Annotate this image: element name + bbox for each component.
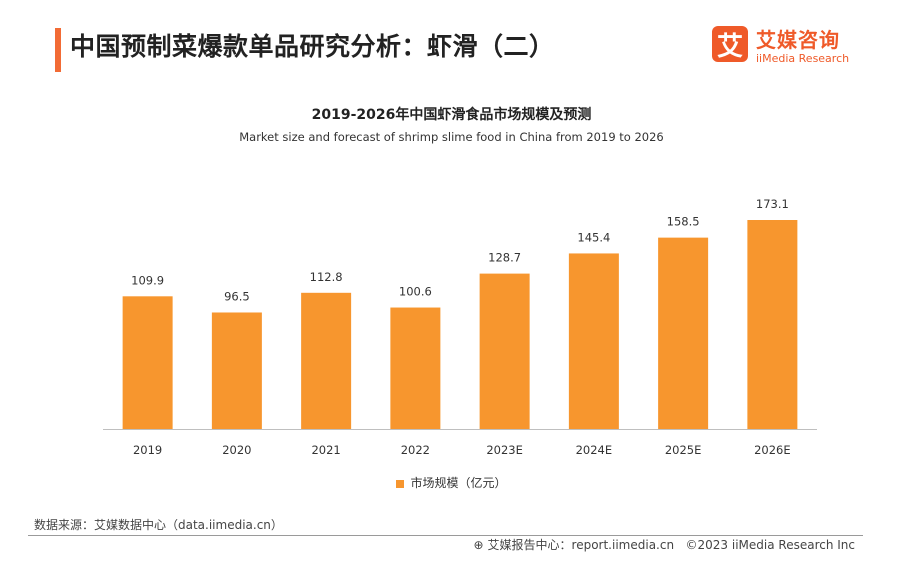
iimedia-logo: 艾 艾媒咨询 iiMedia Research xyxy=(712,24,862,72)
x-tick-label: 2019 xyxy=(133,443,162,457)
bar xyxy=(658,237,709,429)
footer-copyright: ©2023 iiMedia Research Inc xyxy=(685,538,855,552)
data-label: 128.7 xyxy=(488,251,521,265)
chart-legend: 市场规模（亿元） xyxy=(0,474,903,491)
x-tick-label: 2021 xyxy=(311,443,340,457)
bar xyxy=(390,307,441,429)
logo-text-en: iiMedia Research xyxy=(756,52,850,65)
logo-text-cn: 艾媒咨询 xyxy=(756,28,840,52)
x-tick-label: 2026E xyxy=(754,443,791,457)
bar xyxy=(568,253,619,429)
x-tick-label: 2024E xyxy=(576,443,613,457)
data-label: 145.4 xyxy=(577,230,610,244)
bar xyxy=(479,273,530,429)
title-accent-bar xyxy=(55,28,61,72)
legend-label: 市场规模（亿元） xyxy=(410,476,507,490)
logo-mark: 艾 xyxy=(712,26,748,62)
x-tick-label: 2022 xyxy=(401,443,430,457)
page-title: 中国预制菜爆款单品研究分析：虾滑（二） xyxy=(70,32,555,61)
data-label: 96.5 xyxy=(224,289,250,303)
data-source: 数据来源：艾媒数据中心（data.iimedia.cn） xyxy=(34,518,283,532)
footer-divider xyxy=(28,535,863,536)
data-label: 158.5 xyxy=(667,215,700,229)
bar xyxy=(211,312,262,429)
bar xyxy=(747,220,798,429)
footer: ⊕ 艾媒报告中心：report.iimedia.cn ©2023 iiMedia … xyxy=(473,536,855,553)
bar xyxy=(122,296,173,429)
bar xyxy=(301,292,352,429)
globe-icon: ⊕ xyxy=(473,538,484,552)
data-label: 112.8 xyxy=(310,270,343,284)
x-tick-label: 2020 xyxy=(222,443,251,457)
data-label: 173.1 xyxy=(756,197,789,211)
x-tick-label: 2025E xyxy=(665,443,702,457)
x-tick-label: 2023E xyxy=(486,443,523,457)
data-label: 100.6 xyxy=(399,285,432,299)
chart-subtitle: Market size and forecast of shrimp slime… xyxy=(239,130,664,144)
legend-swatch xyxy=(396,479,405,488)
footer-report-site: 艾媒报告中心：report.iimedia.cn xyxy=(487,538,675,552)
chart-title: 2019-2026年中国虾滑食品市场规模及预测 xyxy=(311,107,592,123)
data-label: 109.9 xyxy=(131,273,164,287)
